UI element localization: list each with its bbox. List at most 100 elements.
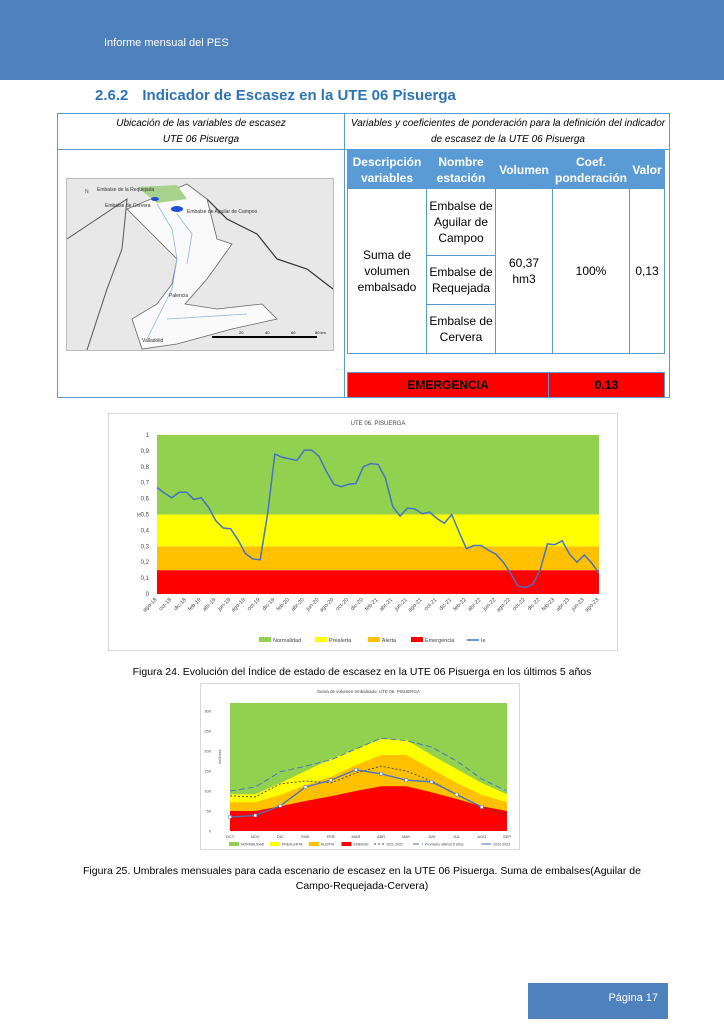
legend-label: Promedio últimos 5 años xyxy=(425,843,464,847)
legend-swatch xyxy=(411,637,423,642)
map-label-palencia: Palencia xyxy=(169,293,188,299)
cell-estacion: Embalse de Cervera xyxy=(426,304,496,354)
x-tick-label: feb-22 xyxy=(453,597,468,612)
x-tick-label: jun-21 xyxy=(393,597,409,613)
x-tick-label: JUN xyxy=(428,834,436,839)
band-emergencia xyxy=(157,570,599,594)
legend-label: NORMALIDAD xyxy=(241,843,265,847)
legend-label: EMERGE xyxy=(354,843,370,847)
indicator-table: Ubicación de las variables de escasez UTE… xyxy=(57,113,670,398)
section-number: 2.6.2 xyxy=(95,87,129,104)
x-tick-label: feb-23 xyxy=(541,597,556,612)
x-tick-label: jun-19 xyxy=(216,597,232,613)
location-map: Embalse de la Requejada Embalse de Cerve… xyxy=(66,178,334,351)
x-tick-label: FEB xyxy=(327,834,335,839)
data-point xyxy=(303,785,308,789)
legend-swatch xyxy=(229,842,239,846)
data-point xyxy=(379,772,383,776)
col-volumen: Volumen xyxy=(495,150,553,189)
y-tick-label: 0,9 xyxy=(141,449,150,455)
y-tick-label: 0,6 xyxy=(141,497,150,503)
x-tick-label: dic-21 xyxy=(438,597,453,612)
cell-coef: 100% xyxy=(552,188,630,354)
right-column-header: Variables y coeficientes de ponderación … xyxy=(350,118,666,145)
x-tick-label: ago-23 xyxy=(584,597,600,613)
map-label-requejada: Embalse de la Requejada xyxy=(97,187,154,193)
x-tick-label: jun-22 xyxy=(482,597,498,613)
chart-title: Suma de volumen embalsado. UTE 06. PISUE… xyxy=(317,689,420,694)
y-tick-label: 0,3 xyxy=(141,544,150,550)
x-tick-label: MAR xyxy=(351,834,360,839)
data-point xyxy=(429,780,434,784)
cell-volumen: 60,37 hm3 xyxy=(495,188,553,354)
band-normalidad xyxy=(157,435,599,515)
y-tick-label: 0,8 xyxy=(141,465,150,471)
x-tick-label: abr-19 xyxy=(202,597,217,612)
section-heading: 2.6.2 Indicador de Escasez en la UTE 06 P… xyxy=(95,87,456,104)
data-point xyxy=(228,815,232,819)
legend-label: Prealerta xyxy=(329,638,352,644)
legend-label: Ie xyxy=(481,638,486,644)
status-row: EMERGENCIA 0,13 xyxy=(347,372,665,398)
y-tick-label: 1 xyxy=(146,433,150,439)
map-label-aguilar: Embalse de Aguilar de Campoo xyxy=(187,209,258,215)
svg-text:20: 20 xyxy=(239,330,244,335)
y-tick-label: 200 xyxy=(204,749,211,754)
x-tick-label: jun-20 xyxy=(305,597,321,613)
y-axis-label: Ie xyxy=(137,513,141,519)
y-tick-label: 0,5 xyxy=(141,513,150,519)
map-label-cervera: Embalse de Cervera xyxy=(105,203,151,209)
legend-swatch xyxy=(341,842,352,846)
svg-text:80 km: 80 km xyxy=(315,330,327,335)
page-number: Página 17 xyxy=(608,992,658,1004)
data-point xyxy=(278,804,283,808)
col-estacion: Nombre estación xyxy=(426,150,496,189)
header-title: Informe mensual del PES xyxy=(104,37,229,49)
y-tick-label: 0,7 xyxy=(141,481,150,487)
legend-swatch xyxy=(367,637,380,642)
section-title: Indicador de Escasez en la UTE 06 Pisuer… xyxy=(142,87,456,104)
data-point xyxy=(354,768,358,772)
series-line-promedio-ltimos-5-a-os xyxy=(229,737,508,792)
left-column-header: Ubicación de las variables de escasez UTE… xyxy=(116,118,286,145)
x-tick-label: abr-20 xyxy=(290,597,305,612)
y-tick-label: 0,1 xyxy=(141,576,150,582)
data-point xyxy=(404,778,409,782)
legend-label: Alerta xyxy=(382,638,397,644)
x-tick-label: DIC xyxy=(277,834,284,839)
legend-label: 2022-2023 xyxy=(493,843,510,847)
y-tick-label: 100 xyxy=(204,789,211,794)
col-coef: Coef. ponderación xyxy=(552,150,630,189)
x-tick-label: JUL xyxy=(453,834,461,839)
legend-label: PREALERTA xyxy=(282,843,303,847)
chart-title: UTE 06. PISUERGA xyxy=(351,421,406,427)
x-tick-label: feb-19 xyxy=(187,597,202,612)
page-footer: Página 17 xyxy=(528,983,668,1019)
status-value: 0,13 xyxy=(549,373,664,397)
legend-label: 2021-2022 xyxy=(386,843,403,847)
legend-label: Emergencia xyxy=(425,638,455,644)
x-tick-label: ago-20 xyxy=(319,597,335,613)
y-tick-label: 0 xyxy=(209,829,212,834)
y-tick-label: 0,2 xyxy=(141,560,150,566)
legend-label: ALERTA xyxy=(321,843,335,847)
series-line-ie xyxy=(156,449,600,589)
col-valor: Valor xyxy=(629,150,665,189)
x-tick-label: SEP xyxy=(503,834,511,839)
figure-24-caption: Figura 24. Evolución del Índice de estad… xyxy=(132,666,592,678)
x-tick-label: abr-22 xyxy=(467,597,482,612)
y-tick-label: 0,4 xyxy=(141,528,150,534)
data-point xyxy=(454,792,459,797)
x-tick-label: OCT xyxy=(226,834,235,839)
data-point xyxy=(480,805,484,809)
y-tick-label: 250 xyxy=(204,729,211,734)
y-tick-label: 150 xyxy=(204,769,211,774)
x-tick-label: ago-21 xyxy=(407,597,423,613)
svg-text:60: 60 xyxy=(291,330,296,335)
x-tick-label: abr-21 xyxy=(379,597,394,612)
x-tick-label: dic-22 xyxy=(527,597,542,612)
x-tick-label: feb-20 xyxy=(276,597,291,612)
x-tick-label: AGO xyxy=(477,834,486,839)
x-tick-label: jun-23 xyxy=(570,597,586,613)
